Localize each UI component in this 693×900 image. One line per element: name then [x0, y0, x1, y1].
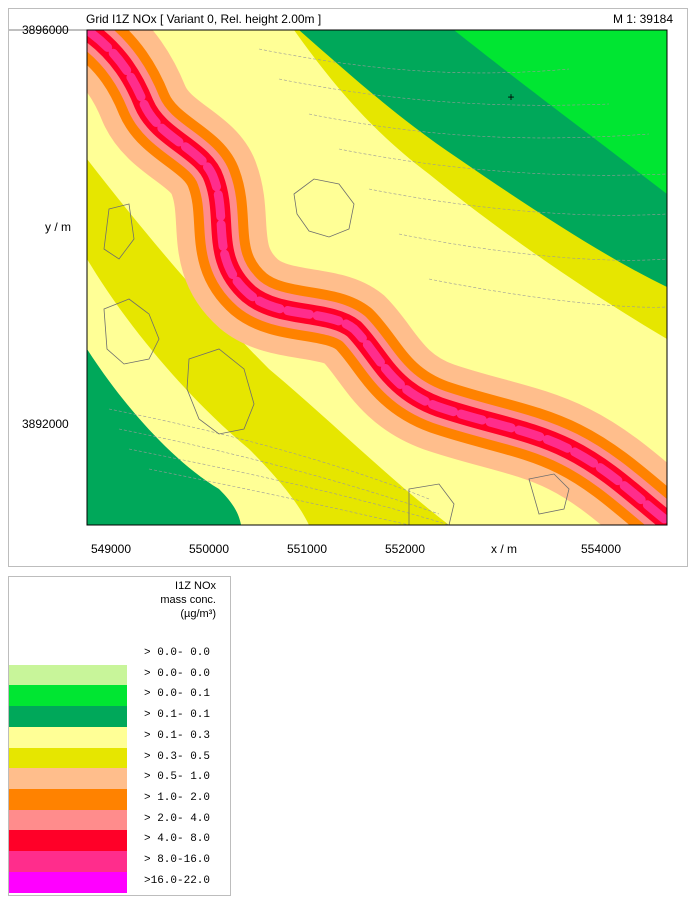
- map-panel: + 549000 550000 551000 552000 x / m 5540…: [8, 8, 688, 567]
- legend-title: I1Z NOx: [175, 580, 216, 592]
- x-axis-tick-labels: 549000 550000 551000 552000 x / m 554000: [91, 542, 621, 556]
- legend-swatch: [9, 788, 127, 810]
- legend-swatch: [9, 768, 127, 790]
- legend-class-row: > 8.0-16.0: [9, 851, 230, 872]
- legend-class-label: > 0.0- 0.0: [144, 667, 211, 680]
- x-tick-label: 550000: [189, 542, 229, 556]
- legend-class-row: > 0.5- 1.0: [9, 768, 230, 790]
- legend-swatch: [9, 809, 127, 831]
- legend-swatch: [9, 644, 127, 665]
- legend-swatch: [9, 747, 127, 769]
- lower-left-zones: [87, 159, 449, 525]
- y-axis-label: y / m: [45, 220, 71, 234]
- legend-class-row: > 2.0- 4.0: [9, 809, 230, 831]
- legend-class-label: > 0.5- 1.0: [144, 771, 211, 784]
- legend-swatch: [9, 851, 127, 872]
- legend-swatch: [9, 706, 127, 728]
- legend-class-row: > 1.0- 2.0: [9, 788, 230, 810]
- legend-class-label: > 8.0-16.0: [144, 854, 211, 866]
- source-marker: +: [507, 90, 514, 104]
- x-tick-label: 549000: [91, 542, 131, 556]
- legend-panel: I1Z NOx mass conc. (µg/m³) > 0.0- 0.0 > 0…: [8, 576, 231, 896]
- settlement-boundaries: [103, 178, 570, 525]
- legend-class-label: > 1.0- 2.0: [144, 791, 211, 804]
- legend-class-label: > 0.0- 0.0: [144, 647, 211, 659]
- legend-class-label: >16.0-22.0: [144, 874, 211, 887]
- legend-class-row: > 0.1- 0.1: [9, 706, 230, 728]
- y-tick-label: 3896000: [22, 23, 69, 37]
- legend-swatch: [9, 871, 127, 893]
- map-scale: M 1: 39184: [612, 12, 673, 26]
- concentration-map: + 549000 550000 551000 552000 x / m 5540…: [9, 23, 668, 556]
- legend-subtitle: mass conc.: [160, 594, 216, 606]
- plot-frame: [86, 29, 668, 526]
- legend-class-row: > 0.1- 0.3: [9, 726, 230, 748]
- legend-class-label: > 0.0- 0.1: [144, 688, 211, 701]
- road-plume: [87, 30, 667, 525]
- terrain-contour-lines: [108, 48, 667, 525]
- y-axis-tick-labels: 3896000 y / m 3892000: [22, 23, 71, 431]
- legend-class-label: > 2.0- 4.0: [144, 812, 211, 825]
- legend-unit: (µg/m³): [180, 608, 216, 620]
- legend-class-label: > 0.3- 0.5: [144, 750, 211, 763]
- legend-swatch: [9, 830, 127, 852]
- legend-class-label: > 4.0- 8.0: [144, 833, 211, 846]
- x-tick-label: 552000: [385, 542, 425, 556]
- legend-swatch: [9, 664, 127, 686]
- legend-swatch: [9, 685, 127, 707]
- map-title: Grid I1Z NOx [ Variant 0, Rel. height 2.…: [86, 12, 322, 26]
- legend-class-label: > 0.1- 0.1: [144, 709, 211, 722]
- green-upper-right-zone: [294, 30, 667, 339]
- legend-class-row: > 0.3- 0.5: [9, 747, 230, 769]
- legend-class-row: > 0.0- 0.0: [9, 644, 230, 665]
- x-tick-label: 551000: [287, 542, 327, 556]
- legend-class-row: >16.0-22.0: [9, 871, 230, 893]
- x-axis-label: x / m: [491, 542, 517, 556]
- legend-class-row: > 4.0- 8.0: [9, 830, 230, 852]
- legend-class-row: > 0.0- 0.0: [9, 664, 230, 686]
- concentration-field: [87, 30, 667, 525]
- legend-swatch: [9, 726, 127, 748]
- x-tick-label: 554000: [581, 542, 621, 556]
- y-tick-label: 3892000: [22, 417, 69, 431]
- legend-class-label: > 0.1- 0.3: [144, 729, 211, 742]
- legend-class-row: > 0.0- 0.1: [9, 685, 230, 707]
